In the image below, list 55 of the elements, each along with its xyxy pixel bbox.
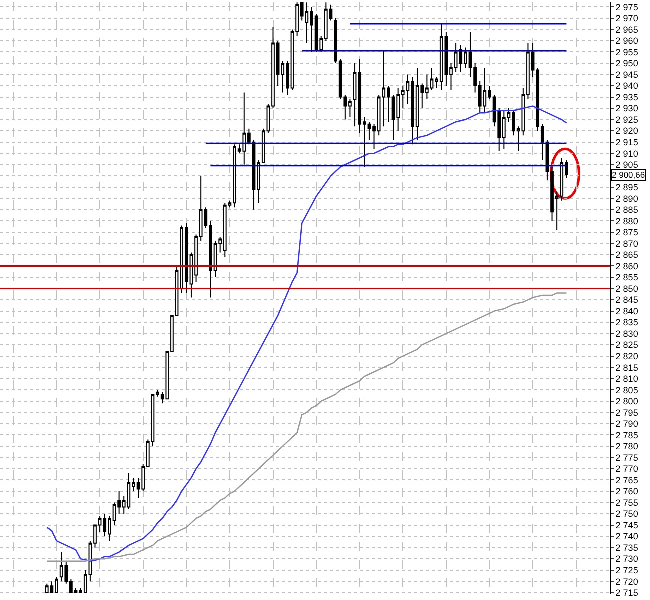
y-tick-label: 2 855	[616, 272, 638, 283]
y-tick-label: 2 765	[616, 475, 638, 486]
y-tick-label: 2 950	[616, 58, 638, 69]
y-tick-label: 2 935	[616, 92, 638, 102]
y-tick-label: 2 965	[616, 24, 638, 35]
y-tick-label: 2 740	[616, 532, 638, 542]
line-series	[46, 106, 568, 562]
y-tick-label: 2 795	[616, 408, 638, 418]
y-tick-label: 2 880	[616, 216, 638, 226]
y-tick-label: 2 955	[616, 47, 638, 58]
y-tick-label: 2 725	[616, 566, 638, 576]
y-tick-label: 2 930	[616, 104, 638, 114]
y-tick-label: 2 865	[616, 250, 638, 260]
y-tick-label: 2 835	[616, 318, 638, 328]
y-tick-label: 2 730	[616, 554, 638, 564]
y-tick-label: 2 750	[616, 509, 638, 520]
line-series	[46, 292, 568, 562]
y-tick-label: 2 785	[616, 430, 638, 440]
y-tick-label: 2 885	[616, 205, 638, 216]
y-tick-label: 2 820	[616, 351, 638, 362]
y-tick-label: 2 810	[616, 374, 638, 384]
y-tick-label: 2 910	[616, 148, 638, 159]
y-tick-label: 2 760	[616, 486, 638, 497]
y-tick-label: 2 720	[616, 576, 638, 587]
y-tick-label: 2 850	[616, 284, 638, 294]
y-tick-label: 2 715	[616, 588, 638, 598]
y-tick-label: 2 845	[616, 295, 638, 306]
y-tick-label: 2 895	[616, 182, 638, 193]
y-tick-label: 2 840	[616, 306, 638, 316]
y-tick-label: 2 830	[616, 328, 638, 339]
y-tick-label: 2 815	[616, 362, 638, 373]
y-tick-label: 2 890	[616, 194, 638, 204]
y-tick-label: 2 755	[616, 498, 638, 508]
y-tick-label: 2 905	[616, 160, 638, 170]
y-tick-label: 2 960	[616, 36, 638, 46]
y-tick-label: 2 920	[616, 126, 638, 136]
y-tick-label: 2 735	[616, 542, 638, 553]
y-tick-label: 2 745	[616, 520, 638, 530]
y-tick-label: 2 790	[616, 419, 638, 430]
y-tick-label: 2 780	[616, 442, 638, 452]
y-tick-label: 2 825	[616, 340, 638, 350]
y-tick-label: 2 975	[616, 2, 638, 12]
y-tick-label: 2 875	[616, 228, 638, 238]
y-tick-label: 2 945	[616, 70, 638, 80]
y-tick-label: 2 800	[616, 396, 638, 407]
y-tick-label: 2 925	[616, 114, 638, 125]
y-tick-label: 2 970	[616, 14, 638, 24]
y-tick-label: 2 870	[616, 238, 638, 249]
y-tick-label: 2 940	[616, 81, 638, 92]
text: 2 900,66	[612, 170, 646, 180]
y-tick-label: 2 775	[616, 452, 638, 463]
y-tick-label: 2 860	[616, 261, 638, 272]
y-tick-label: 2 805	[616, 385, 638, 396]
y-tick-label: 2 770	[616, 464, 638, 474]
y-tick-label: 2 915	[616, 137, 638, 148]
